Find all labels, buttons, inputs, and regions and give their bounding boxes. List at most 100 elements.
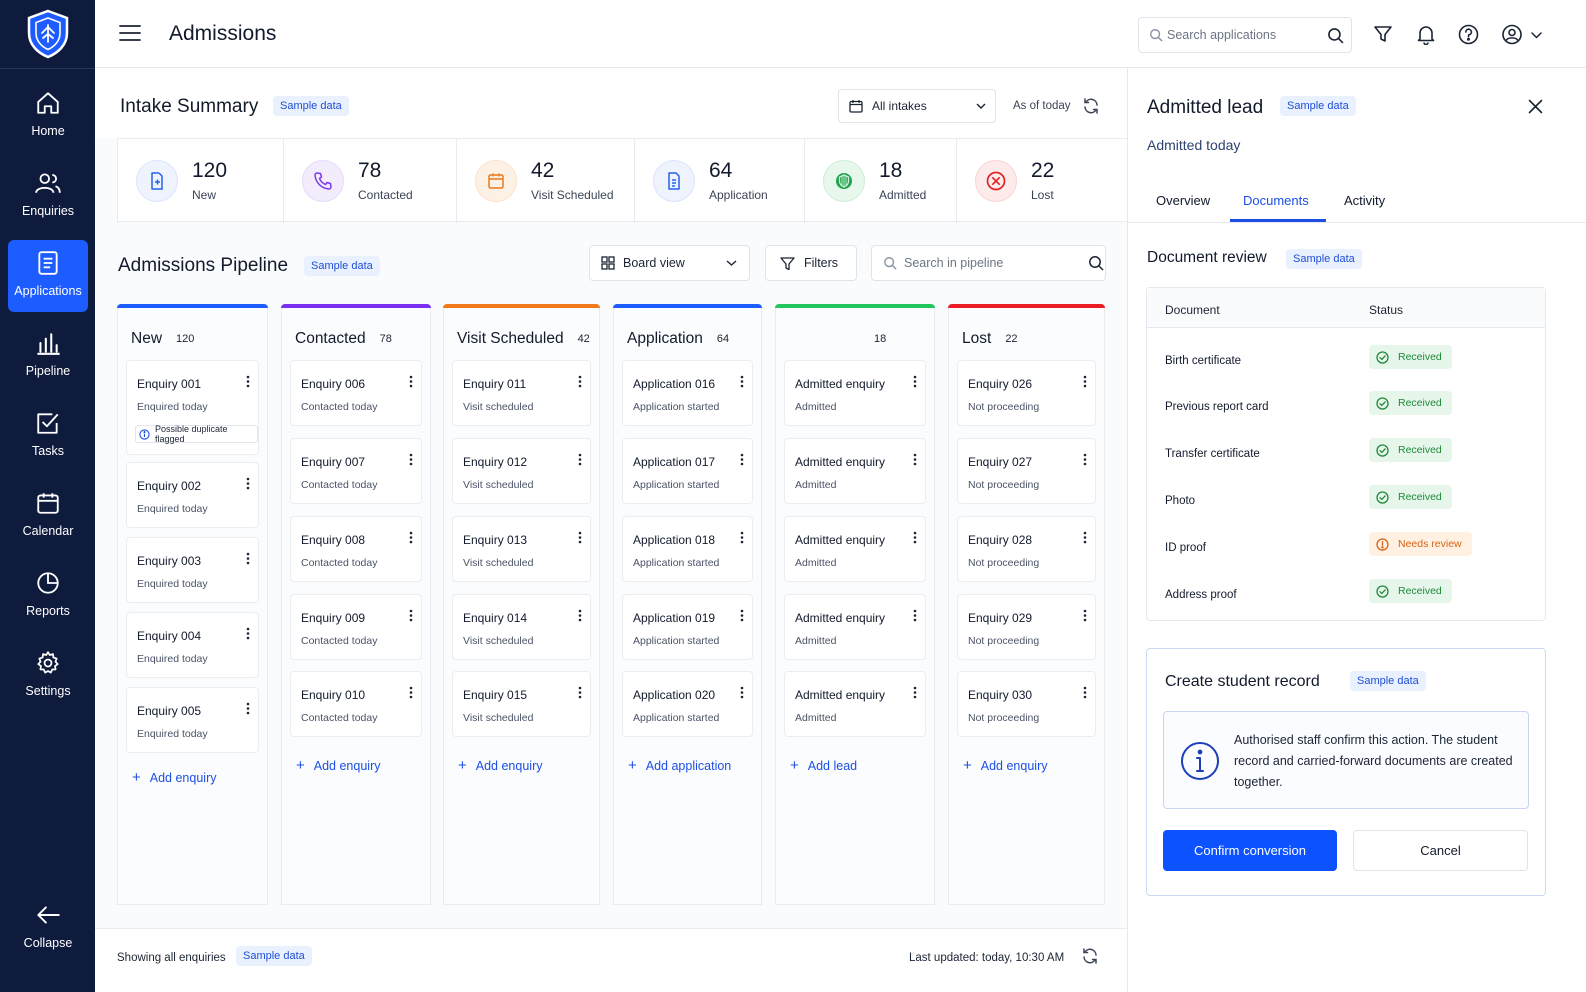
kebab-menu-icon[interactable] — [1083, 686, 1087, 699]
help-icon[interactable] — [1458, 24, 1479, 45]
sidebar-item-home[interactable]: Home — [8, 80, 88, 152]
pipeline-search-input[interactable] — [904, 256, 1074, 270]
stat-new[interactable]: 120 New — [117, 139, 283, 223]
refresh-icon[interactable] — [1081, 947, 1099, 965]
pipeline-card[interactable]: Enquiry 006 Contacted today — [290, 360, 422, 426]
pipeline-card[interactable]: Enquiry 009 Contacted today — [290, 594, 422, 660]
confirm-conversion-button[interactable]: Confirm conversion — [1163, 830, 1337, 871]
stat-lost[interactable]: 22 Lost — [956, 139, 1127, 223]
pipeline-card[interactable]: Enquiry 026 Not proceeding — [957, 360, 1096, 426]
pipeline-card[interactable]: Enquiry 001 Enquired today Possible dupl… — [126, 360, 259, 455]
kebab-menu-icon[interactable] — [740, 453, 744, 466]
pipeline-card[interactable]: Application 016 Application started — [622, 360, 753, 426]
stat-admitted[interactable]: 18 Admitted — [804, 139, 956, 223]
kebab-menu-icon[interactable] — [740, 686, 744, 699]
bell-icon[interactable] — [1416, 24, 1436, 45]
document-row[interactable]: ID proof Needs review — [1147, 527, 1545, 571]
close-icon[interactable] — [1528, 99, 1543, 114]
add-enquiry-button[interactable]: + Add enquiry — [132, 769, 216, 786]
kebab-menu-icon[interactable] — [578, 686, 582, 699]
kebab-menu-icon[interactable] — [578, 609, 582, 622]
kebab-menu-icon[interactable] — [913, 375, 917, 388]
kebab-menu-icon[interactable] — [1083, 375, 1087, 388]
kebab-menu-icon[interactable] — [1083, 531, 1087, 544]
kebab-menu-icon[interactable] — [913, 531, 917, 544]
kebab-menu-icon[interactable] — [246, 627, 250, 640]
filters-button[interactable]: Filters — [765, 245, 857, 281]
kebab-menu-icon[interactable] — [578, 375, 582, 388]
tab-activity[interactable]: Activity — [1344, 193, 1386, 208]
pipeline-card[interactable]: Application 017 Application started — [622, 438, 753, 504]
kebab-menu-icon[interactable] — [409, 531, 413, 544]
pipeline-card[interactable]: Enquiry 028 Not proceeding — [957, 516, 1096, 582]
pipeline-card[interactable]: Enquiry 003 Enquired today — [126, 537, 259, 603]
add-lead-button[interactable]: + Add lead — [790, 757, 857, 774]
document-row[interactable]: Transfer certificate Received — [1147, 433, 1545, 477]
kebab-menu-icon[interactable] — [740, 375, 744, 388]
intake-select[interactable]: All intakes — [838, 89, 996, 123]
stat-contacted[interactable]: 78 Contacted — [283, 139, 456, 223]
sidebar-item-reports[interactable]: Reports — [8, 560, 88, 632]
pipeline-card[interactable]: Enquiry 027 Not proceeding — [957, 438, 1096, 504]
kebab-menu-icon[interactable] — [409, 686, 413, 699]
kebab-menu-icon[interactable] — [913, 609, 917, 622]
pipeline-card[interactable]: Enquiry 030 Not proceeding — [957, 671, 1096, 737]
sidebar-item-settings[interactable]: Settings — [8, 640, 88, 712]
shield-logo-icon[interactable] — [25, 9, 71, 59]
search-icon[interactable] — [1327, 27, 1344, 44]
tab-documents[interactable]: Documents — [1243, 193, 1309, 208]
document-row[interactable]: Previous report card Received — [1147, 386, 1545, 430]
add-enquiry-button[interactable]: + Add enquiry — [458, 757, 542, 774]
kebab-menu-icon[interactable] — [246, 552, 250, 565]
sidebar-item-pipeline[interactable]: Pipeline — [8, 320, 88, 392]
pipeline-card[interactable]: Application 019 Application started — [622, 594, 753, 660]
kebab-menu-icon[interactable] — [578, 453, 582, 466]
pipeline-card[interactable]: Enquiry 002 Enquired today — [126, 462, 259, 528]
pipeline-card[interactable]: Enquiry 014 Visit scheduled — [452, 594, 591, 660]
pipeline-card[interactable]: Enquiry 005 Enquired today — [126, 687, 259, 753]
pipeline-card[interactable]: Admitted enquiry Admitted — [784, 594, 926, 660]
account-icon[interactable] — [1501, 24, 1523, 45]
pipeline-card[interactable]: Enquiry 010 Contacted today — [290, 671, 422, 737]
kebab-menu-icon[interactable] — [1083, 453, 1087, 466]
pipeline-card[interactable]: Enquiry 029 Not proceeding — [957, 594, 1096, 660]
kebab-menu-icon[interactable] — [246, 375, 250, 388]
pipeline-card[interactable]: Enquiry 012 Visit scheduled — [452, 438, 591, 504]
board-view-select[interactable]: Board view — [589, 245, 750, 281]
add-enquiry-button[interactable]: + Add enquiry — [963, 757, 1047, 774]
kebab-menu-icon[interactable] — [913, 453, 917, 466]
pipeline-card[interactable]: Enquiry 013 Visit scheduled — [452, 516, 591, 582]
pipeline-card[interactable]: Enquiry 011 Visit scheduled — [452, 360, 591, 426]
pipeline-card[interactable]: Enquiry 015 Visit scheduled — [452, 671, 591, 737]
kebab-menu-icon[interactable] — [409, 453, 413, 466]
document-row[interactable]: Address proof Received — [1147, 574, 1545, 618]
pipeline-card[interactable]: Application 020 Application started — [622, 671, 753, 737]
add-application-button[interactable]: + Add application — [628, 757, 731, 774]
chevron-down-icon[interactable] — [1531, 32, 1542, 39]
tab-overview[interactable]: Overview — [1156, 193, 1211, 208]
refresh-icon[interactable] — [1082, 97, 1100, 115]
pipeline-card[interactable]: Admitted enquiry Admitted — [784, 671, 926, 737]
document-row[interactable]: Birth certificate Received — [1147, 340, 1545, 384]
kebab-menu-icon[interactable] — [578, 531, 582, 544]
search-icon[interactable] — [1088, 255, 1104, 271]
kebab-menu-icon[interactable] — [740, 531, 744, 544]
kebab-menu-icon[interactable] — [740, 609, 744, 622]
sidebar-item-tasks[interactable]: Tasks — [8, 400, 88, 472]
kebab-menu-icon[interactable] — [913, 686, 917, 699]
kebab-menu-icon[interactable] — [409, 609, 413, 622]
pipeline-card[interactable]: Application 018 Application started — [622, 516, 753, 582]
kebab-menu-icon[interactable] — [409, 375, 413, 388]
sidebar-item-enquiries[interactable]: Enquiries — [8, 160, 88, 232]
menu-icon[interactable] — [119, 24, 141, 42]
collapse-button[interactable]: Collapse — [8, 892, 88, 964]
kebab-menu-icon[interactable] — [246, 702, 250, 715]
pipeline-card[interactable]: Admitted enquiry Admitted — [784, 360, 926, 426]
kebab-menu-icon[interactable] — [246, 477, 250, 490]
pipeline-card[interactable]: Enquiry 008 Contacted today — [290, 516, 422, 582]
kebab-menu-icon[interactable] — [1083, 609, 1087, 622]
pipeline-card[interactable]: Enquiry 004 Enquired today — [126, 612, 259, 678]
sidebar-item-applications[interactable]: Applications — [8, 240, 88, 312]
document-row[interactable]: Photo Received — [1147, 480, 1545, 524]
sidebar-item-calendar[interactable]: Calendar — [8, 480, 88, 552]
